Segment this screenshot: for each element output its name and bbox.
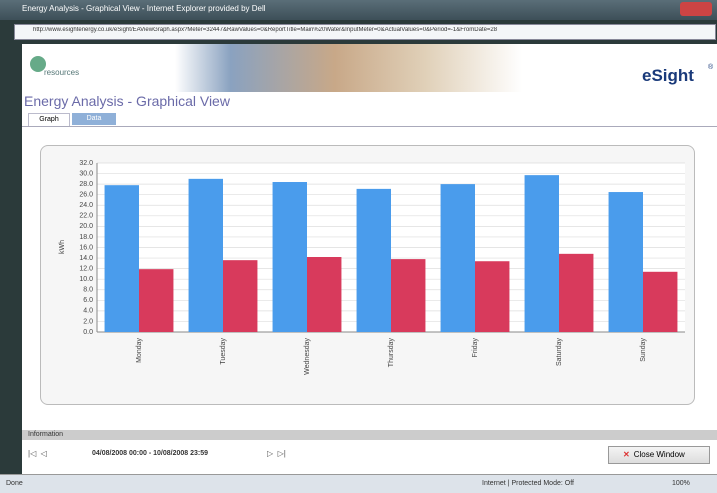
y-tick-label: 2.0 <box>83 318 93 325</box>
x-tick-label: Wednesday <box>304 338 311 375</box>
x-tick-label: Tuesday <box>220 338 227 365</box>
tab[interactable]: Data <box>72 113 116 125</box>
url[interactable]: http://www.esightenergy.co.uk/eSight/EAV… <box>33 27 713 33</box>
bar <box>441 184 475 332</box>
x-tick-label: Sunday <box>640 338 647 362</box>
bar <box>643 272 677 332</box>
x-tick-label: Friday <box>472 338 479 358</box>
bar <box>223 260 257 332</box>
brand: eSight <box>642 66 694 86</box>
screen: Energy Analysis - Graphical View - Inter… <box>0 0 717 492</box>
nav-controls[interactable]: |◁ ◁ <box>28 449 47 458</box>
y-tick-label: 0.0 <box>83 329 93 336</box>
y-tick-label: 30.0 <box>79 170 93 177</box>
zoom[interactable]: 100% <box>672 480 690 487</box>
banner: resources eSight ® <box>22 44 717 92</box>
nav-controls[interactable]: ▷ ▷| <box>267 449 286 458</box>
logo-text: resources <box>44 68 79 77</box>
bar <box>525 175 559 332</box>
bar <box>139 269 173 332</box>
info-bar: Information <box>22 430 717 440</box>
bar <box>307 257 341 332</box>
y-tick-label: 10.0 <box>79 276 93 283</box>
bar <box>609 192 643 332</box>
status-bar: Done Internet | Protected Mode: Off 100% <box>0 474 717 493</box>
window-title: Energy Analysis - Graphical View - Inter… <box>22 4 266 13</box>
y-tick-label: 4.0 <box>83 308 93 315</box>
zone: Internet | Protected Mode: Off <box>482 480 574 487</box>
close-window-button[interactable] <box>680 2 712 16</box>
bar <box>559 254 593 332</box>
close-icon: ✕ <box>623 450 630 459</box>
brand-mark: ® <box>708 64 713 71</box>
bar <box>273 182 307 332</box>
x-tick-label: Saturday <box>556 338 563 367</box>
tab-line <box>22 126 717 127</box>
x-tick-label: Thursday <box>388 338 395 368</box>
tab[interactable]: Graph <box>28 113 70 127</box>
status-text: Done <box>6 480 23 487</box>
date-range: 04/08/2008 00:00 - 10/08/2008 23:59 <box>92 450 208 457</box>
page-title: Energy Analysis - Graphical View <box>24 93 230 109</box>
title-bar: Energy Analysis - Graphical View - Inter… <box>0 0 717 20</box>
y-tick-label: 16.0 <box>79 244 93 251</box>
address-bar: http://www.esightenergy.co.uk/eSight/EAV… <box>14 24 716 40</box>
y-tick-label: 8.0 <box>83 287 93 294</box>
y-axis-label: kWh <box>59 240 66 254</box>
y-tick-label: 28.0 <box>79 181 93 188</box>
close-label: Close Window <box>634 450 685 459</box>
y-tick-label: 14.0 <box>79 255 93 262</box>
y-tick-label: 6.0 <box>83 297 93 304</box>
y-tick-label: 24.0 <box>79 202 93 209</box>
bar <box>475 261 509 332</box>
info-label: Information <box>28 431 63 438</box>
y-tick-label: 20.0 <box>79 223 93 230</box>
chart: kWh 0.0 2.0 4.0 6.0 8.0 10.0 12.0 14.0 16.0 18.0 2… <box>40 145 695 405</box>
y-tick-label: 22.0 <box>79 213 93 220</box>
bar <box>189 179 223 332</box>
bar <box>357 189 391 332</box>
x-tick-label: Monday <box>136 338 143 363</box>
y-tick-label: 32.0 <box>79 160 93 167</box>
y-tick-label: 26.0 <box>79 192 93 199</box>
bar <box>391 259 425 332</box>
y-tick-label: 18.0 <box>79 234 93 241</box>
close-button[interactable]: ✕ Close Window <box>608 446 710 464</box>
y-tick-label: 12.0 <box>79 265 93 272</box>
bar <box>105 185 139 332</box>
